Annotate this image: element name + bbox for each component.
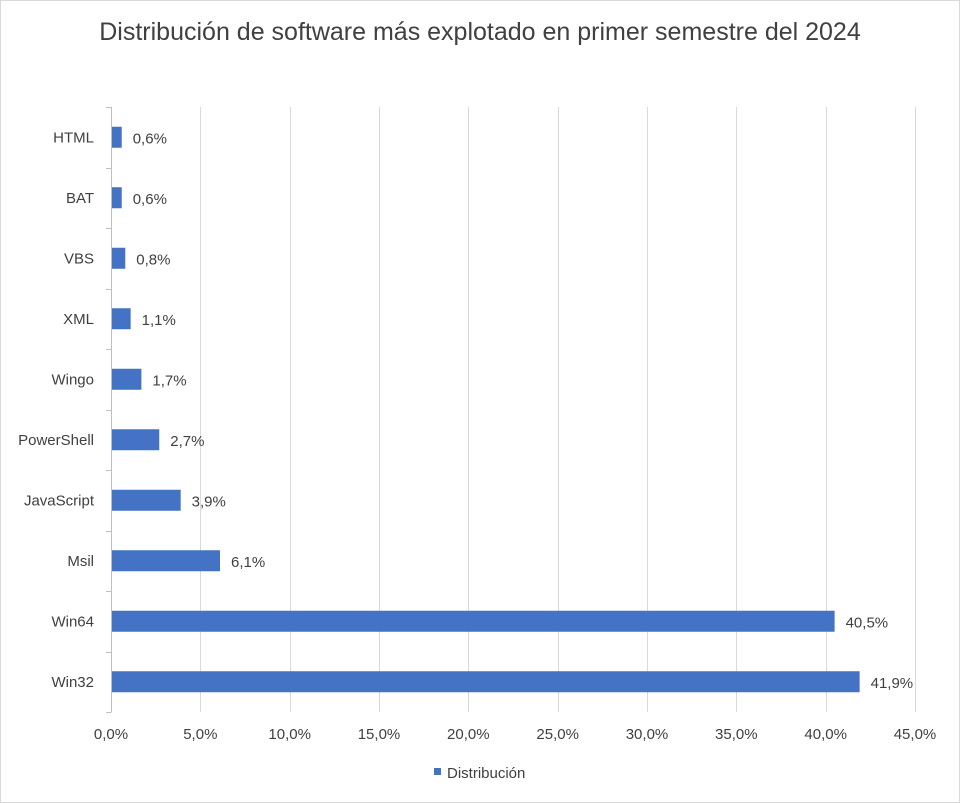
- category-label: Win32: [51, 674, 94, 691]
- category-label: PowerShell: [18, 432, 94, 449]
- category-label: HTML: [53, 129, 94, 146]
- bar-win32: [112, 671, 860, 693]
- data-label: 40,5%: [846, 614, 889, 631]
- x-tick-label: 40,0%: [804, 726, 847, 743]
- data-label: 3,9%: [192, 493, 226, 510]
- data-label: 1,7%: [152, 372, 186, 389]
- x-tick-label: 20,0%: [447, 726, 490, 743]
- chart-title: Distribución de software más explotado e…: [99, 18, 861, 46]
- x-tick-label: 30,0%: [626, 726, 669, 743]
- data-label: 0,6%: [133, 130, 167, 147]
- x-tick-label: 25,0%: [536, 726, 579, 743]
- data-label: 0,8%: [136, 251, 170, 268]
- x-tick-label: 15,0%: [358, 726, 401, 743]
- data-label: 2,7%: [170, 433, 204, 450]
- x-tick-label: 5,0%: [183, 726, 217, 743]
- x-tick-label: 0,0%: [94, 726, 128, 743]
- data-label: 0,6%: [133, 191, 167, 208]
- legend-swatch: [434, 768, 441, 775]
- category-label: XML: [63, 311, 94, 328]
- category-label: Msil: [67, 553, 94, 570]
- bar-vbs: [112, 247, 126, 269]
- x-tick-label: 10,0%: [268, 726, 311, 743]
- bar-javascript: [112, 489, 181, 511]
- data-label: 6,1%: [231, 554, 265, 571]
- bar-wingo: [112, 368, 142, 390]
- bar-win64: [112, 610, 835, 632]
- category-label: Win64: [51, 613, 94, 630]
- bar-html: [112, 126, 122, 148]
- data-label: 1,1%: [142, 312, 176, 329]
- category-label: JavaScript: [24, 492, 95, 509]
- category-label: Wingo: [51, 371, 94, 388]
- x-tick-label: 45,0%: [894, 726, 937, 743]
- bar-msil: [112, 550, 220, 572]
- bar-powershell: [112, 429, 160, 451]
- category-label: VBS: [64, 250, 94, 267]
- category-label: BAT: [66, 190, 94, 207]
- x-tick-label: 35,0%: [715, 726, 758, 743]
- bar-bat: [112, 187, 122, 209]
- data-label: 41,9%: [871, 675, 914, 692]
- bar-xml: [112, 308, 131, 330]
- legend-label: Distribución: [447, 765, 525, 782]
